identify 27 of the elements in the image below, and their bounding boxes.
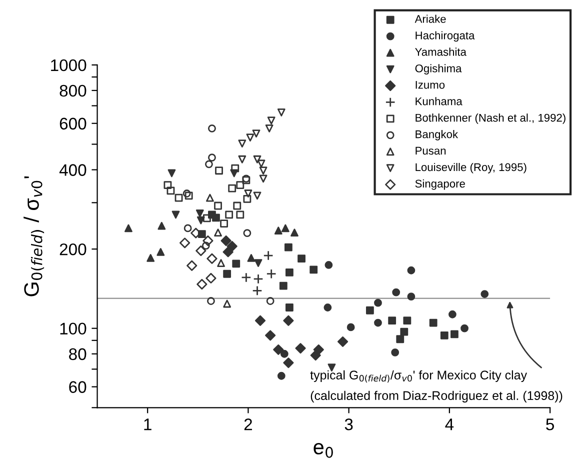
y-tick-label: 100 [60, 322, 86, 335]
legend-label: Pusan [416, 146, 446, 155]
x-tick-label: 5 [546, 418, 554, 430]
legend-label: Hachirogata [416, 31, 475, 42]
annotation: typical G$_{0(field)}$/σ$_{v0}$' for Mexico City clay (calculated from Diaz-Rodriguez et al. (1998)) [310, 370, 562, 402]
legend-label: Izumo [416, 81, 445, 89]
legend-label: Singapore [415, 179, 465, 190]
y-tick-label: 600 [60, 118, 86, 130]
y-tick-label: 80 [69, 348, 86, 360]
x-tick-label: 4 [445, 418, 454, 430]
legend-label: Yamashita [415, 48, 466, 56]
y-tick-label: 1000 [51, 59, 86, 72]
legend-label: Ariake [414, 14, 446, 23]
legend-label: Louiseville (Roy, 1995) [416, 162, 526, 174]
y-tick-label: 800 [60, 84, 86, 97]
legend-label: Bangkok [416, 130, 458, 140]
y-tick-label: 400 [59, 164, 86, 176]
y-tick-label: 60 [69, 381, 86, 393]
x-tick-label: 1 [144, 418, 152, 430]
y-axis-title: G$_{0(field)}$ / σ$_{v0}$' [24, 176, 44, 296]
x-tick-label: 2 [244, 418, 252, 430]
x-tick-label: 3 [344, 418, 353, 430]
legend-label: Ogishima [415, 64, 462, 75]
y-tick-label: 200 [60, 243, 86, 256]
legend-label: Kunhama [416, 97, 462, 106]
x-axis-title: e$_{0}$ [314, 442, 333, 458]
legend-label: Bothkenner (Nash et al., 1992) [416, 114, 566, 124]
